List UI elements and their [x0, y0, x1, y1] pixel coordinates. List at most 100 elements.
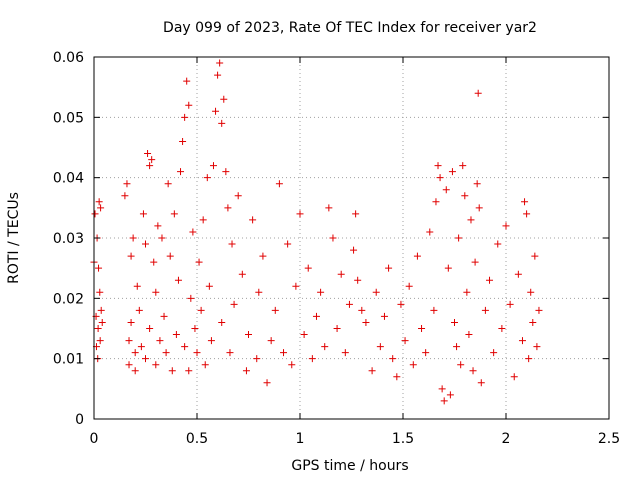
y-tick-label: 0.06	[53, 50, 84, 66]
data-point	[160, 312, 168, 320]
data-point	[521, 198, 529, 206]
data-point	[170, 210, 178, 218]
data-point	[292, 282, 300, 290]
y-tick-label: 0.05	[53, 110, 84, 126]
data-point	[230, 300, 238, 308]
data-point	[440, 397, 448, 405]
data-point	[352, 210, 360, 218]
data-point	[354, 276, 362, 284]
x-tick-labels: 0 0.5 1 1.5 2 2.5	[90, 431, 621, 447]
data-point	[195, 258, 203, 266]
data-point	[179, 137, 187, 145]
data-point	[228, 240, 236, 248]
data-point	[490, 349, 498, 357]
data-point	[148, 156, 156, 164]
x-tick-label: 0	[90, 431, 99, 447]
data-point	[131, 367, 139, 375]
data-point	[189, 228, 197, 236]
data-point	[174, 276, 182, 284]
data-point	[368, 367, 376, 375]
data-point	[166, 252, 174, 260]
data-point	[255, 288, 263, 296]
data-point	[123, 180, 131, 188]
data-point	[317, 288, 325, 296]
data-point	[426, 228, 434, 236]
data-point	[337, 270, 345, 278]
data-point	[300, 331, 308, 339]
data-point	[465, 331, 473, 339]
data-point	[152, 361, 160, 369]
data-point	[453, 343, 461, 351]
data-point	[245, 331, 252, 339]
data-point	[280, 349, 288, 357]
data-point	[401, 337, 409, 345]
data-points	[90, 59, 543, 405]
data-point	[518, 337, 526, 345]
grid-lines	[94, 57, 609, 419]
data-point	[144, 150, 152, 158]
data-point	[444, 264, 452, 272]
data-point	[185, 101, 193, 109]
data-point	[199, 216, 207, 224]
data-point	[218, 318, 226, 326]
data-point	[418, 325, 426, 332]
data-point	[455, 234, 463, 242]
y-axis-label: ROTI / TECUs	[6, 192, 22, 284]
data-point	[533, 343, 541, 351]
data-point	[481, 306, 489, 314]
data-point	[131, 349, 139, 357]
data-point	[181, 113, 189, 121]
data-point	[207, 337, 215, 345]
data-point	[187, 294, 195, 302]
data-point	[249, 216, 257, 224]
data-point	[345, 300, 353, 308]
data-point	[242, 367, 250, 375]
data-point	[389, 355, 397, 363]
data-point	[329, 234, 337, 242]
data-point	[201, 361, 209, 369]
chart-title: Day 099 of 2023, Rate Of TEC Index for r…	[163, 20, 537, 36]
y-tick-label: 0.02	[53, 291, 84, 307]
y-tick-label: 0	[75, 412, 84, 428]
data-point	[409, 361, 417, 369]
data-point	[475, 204, 483, 212]
data-point	[154, 222, 162, 230]
data-point	[308, 355, 316, 363]
data-point	[238, 270, 246, 278]
data-point	[525, 355, 533, 363]
data-point	[127, 318, 135, 326]
data-point	[461, 192, 469, 200]
data-point	[181, 343, 189, 351]
data-point	[430, 306, 438, 314]
data-point	[172, 331, 180, 339]
data-point	[506, 300, 514, 308]
data-point	[177, 168, 185, 176]
x-tick-label: 1.5	[392, 431, 414, 447]
data-point	[474, 89, 482, 97]
data-point	[422, 349, 430, 357]
data-point	[95, 264, 103, 272]
data-point	[527, 288, 535, 296]
data-point	[226, 349, 234, 357]
data-point	[216, 59, 224, 67]
data-point	[463, 288, 471, 296]
data-point	[212, 107, 220, 115]
data-point	[125, 361, 133, 369]
data-point	[91, 210, 99, 218]
data-point	[152, 288, 160, 296]
data-point	[350, 246, 358, 254]
data-point	[405, 282, 413, 290]
data-point	[523, 210, 531, 218]
data-point	[95, 198, 103, 206]
y-tick-labels: 0 0.01 0.02 0.03 0.04 0.05 0.06	[53, 50, 84, 428]
data-point	[142, 355, 149, 363]
data-point	[146, 325, 154, 332]
data-point	[158, 234, 166, 242]
data-point	[146, 162, 154, 170]
data-point	[185, 367, 193, 375]
data-point	[502, 222, 510, 230]
data-point	[263, 379, 271, 387]
x-tick-label: 2.5	[598, 431, 620, 447]
data-point	[333, 325, 341, 332]
